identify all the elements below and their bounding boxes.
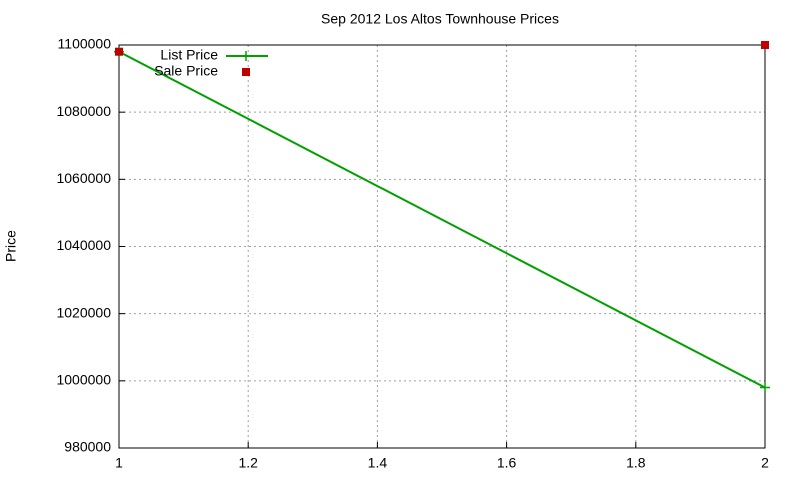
x-tick-label: 2 (761, 455, 769, 471)
y-tick-label: 1080000 (56, 103, 111, 119)
y-tick-label: 1060000 (56, 170, 111, 186)
point (760, 382, 770, 393)
y-tick-label: 1000000 (56, 372, 111, 388)
y-axis-label: Price (3, 230, 19, 262)
y-tick-label: 980000 (64, 439, 111, 455)
x-tick-label: 1 (115, 455, 123, 471)
legend-label: List Price (160, 47, 218, 63)
x-tick-label: 1.2 (238, 455, 258, 471)
y-tick-label: 1100000 (58, 36, 112, 52)
point (761, 41, 769, 49)
x-tick-label: 1.4 (368, 455, 388, 471)
legend-label: Sale Price (154, 63, 218, 79)
legend-swatch (242, 68, 250, 76)
y-tick-label: 1020000 (56, 304, 111, 320)
series-line (118, 50, 766, 389)
legend-swatch (241, 51, 251, 61)
plot-frame (118, 44, 766, 449)
x-tick-label: 1.6 (497, 455, 517, 471)
point (115, 47, 123, 56)
y-tick-label: 1040000 (56, 237, 111, 253)
chart-title: Sep 2012 Los Altos Townhouse Prices (321, 11, 559, 27)
x-tick-label: 1.8 (626, 455, 646, 471)
